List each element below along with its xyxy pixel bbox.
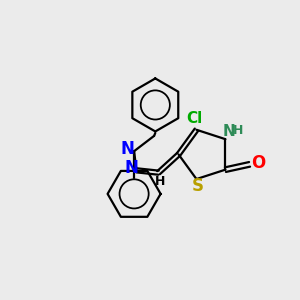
Text: N: N — [223, 124, 235, 139]
Text: H: H — [232, 124, 243, 137]
Text: Cl: Cl — [186, 111, 202, 126]
Text: N: N — [124, 159, 138, 177]
Text: S: S — [192, 177, 204, 195]
Text: O: O — [251, 154, 266, 172]
Text: H: H — [155, 175, 165, 188]
Text: N: N — [121, 140, 135, 158]
